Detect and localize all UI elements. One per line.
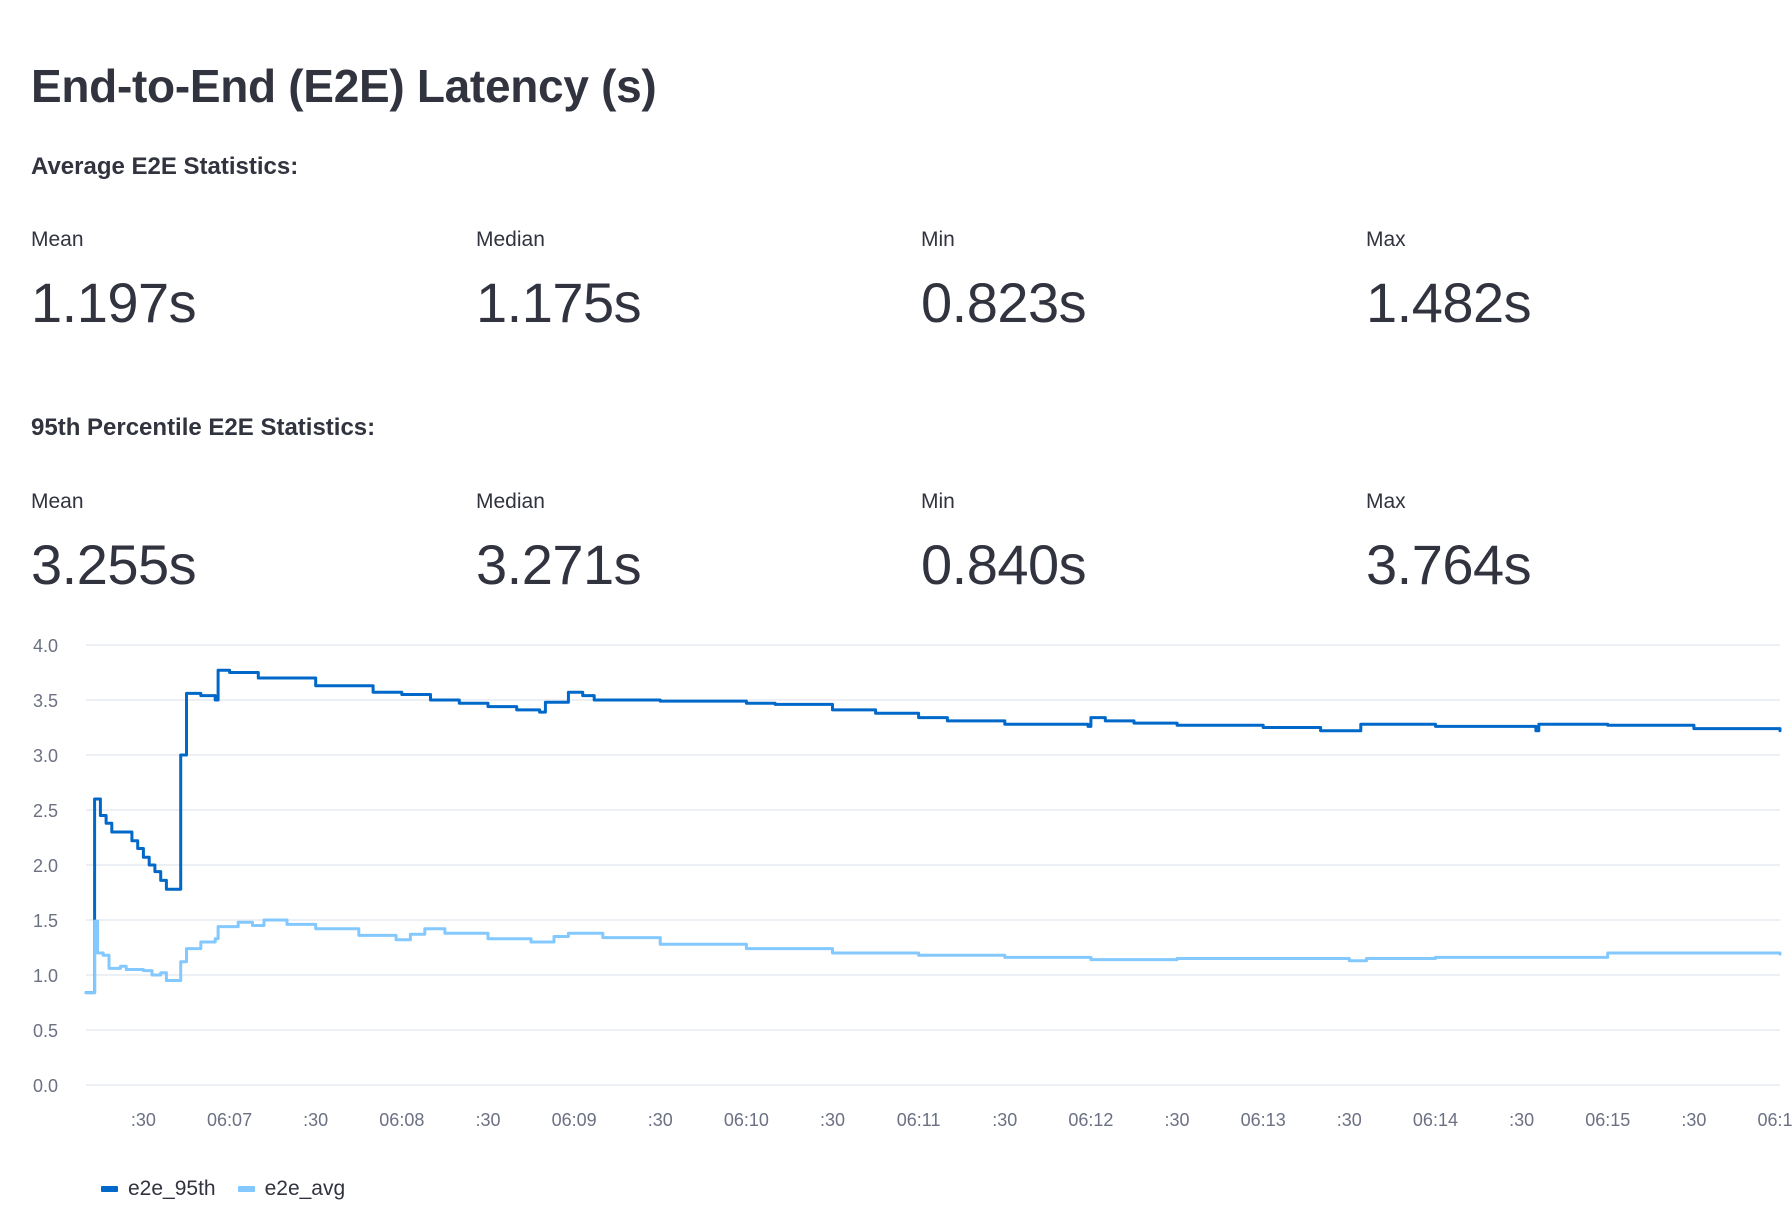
y-tick-label: 1.0 xyxy=(33,966,58,986)
legend-label: e2e_95th xyxy=(128,1177,216,1200)
y-tick-label: 1.5 xyxy=(33,911,58,931)
series-line-e2e-avg xyxy=(84,918,1782,995)
x-tick-label: 06:13 xyxy=(1241,1110,1286,1130)
legend-swatch-icon xyxy=(237,1186,255,1192)
metric-value: 1.175s xyxy=(476,271,642,334)
x-tick-label: :30 xyxy=(1337,1110,1362,1130)
metric-label: Median xyxy=(476,228,545,251)
x-tick-label: 06:07 xyxy=(207,1110,252,1130)
p95-mean-metric: Mean 3.255s xyxy=(31,488,431,598)
x-tick-label: :30 xyxy=(475,1110,500,1130)
legend-label: e2e_avg xyxy=(264,1177,346,1200)
y-tick-label: 0.5 xyxy=(33,1021,58,1041)
legend-item-e2e-95th[interactable]: e2e_95th xyxy=(101,1177,216,1201)
p95-min-metric: Min 0.840s xyxy=(921,488,1321,598)
metric-value: 1.197s xyxy=(31,271,197,334)
avg-median-metric: Median 1.175s xyxy=(476,226,876,336)
metric-value: 3.764s xyxy=(1366,533,1532,596)
legend-item-e2e-avg[interactable]: e2e_avg xyxy=(237,1177,346,1201)
metric-label: Min xyxy=(921,228,955,251)
legend-swatch-icon xyxy=(101,1186,118,1192)
y-tick-label: 4.0 xyxy=(33,636,58,656)
x-tick-label: 06:08 xyxy=(379,1110,424,1130)
x-tick-label: 06:14 xyxy=(1413,1110,1458,1130)
y-tick-label: 3.5 xyxy=(33,691,58,711)
page-title: End-to-End (E2E) Latency (s) xyxy=(31,60,657,112)
latency-line-chart[interactable]: 0.0 0.5 1.0 1.5 2.0 2.5 3.0 3.5 4.0 :30 06:07 :30 06… xyxy=(0,620,1792,1140)
p95-max-metric: Max 3.764s xyxy=(1366,488,1766,598)
metric-label: Max xyxy=(1366,228,1406,251)
metric-label: Min xyxy=(921,490,955,513)
metric-label: Max xyxy=(1366,490,1406,513)
x-tick-label: 06:10 xyxy=(724,1110,769,1130)
x-tick-label: :30 xyxy=(1681,1110,1706,1130)
metric-label: Median xyxy=(476,490,545,513)
x-tick-label: 06:15 xyxy=(1585,1110,1630,1130)
metric-value: 1.482s xyxy=(1366,271,1532,334)
avg-max-metric: Max 1.482s xyxy=(1366,226,1766,336)
x-tick-label: :30 xyxy=(1165,1110,1190,1130)
metric-value: 3.271s xyxy=(476,533,642,596)
x-tick-label: :30 xyxy=(820,1110,845,1130)
x-tick-label: :30 xyxy=(303,1110,328,1130)
x-tick-label: :30 xyxy=(131,1110,156,1130)
avg-mean-metric: Mean 1.197s xyxy=(31,226,431,336)
y-tick-label: 2.0 xyxy=(33,856,58,876)
series-line-e2e-95th xyxy=(84,668,1782,995)
x-tick-label: 06:12 xyxy=(1068,1110,1113,1130)
chart-legend[interactable]: e2e_95th e2e_avg xyxy=(101,1177,367,1201)
x-tick-label: 06:09 xyxy=(552,1110,597,1130)
metric-value: 3.255s xyxy=(31,533,197,596)
y-tick-label: 3.0 xyxy=(33,746,58,766)
metric-value: 0.840s xyxy=(921,533,1087,596)
x-tick-label: :30 xyxy=(1509,1110,1534,1130)
x-tick-label: 06:16 xyxy=(1757,1110,1792,1130)
metric-value: 0.823s xyxy=(921,271,1087,334)
avg-min-metric: Min 0.823s xyxy=(921,226,1321,336)
y-tick-label: 0.0 xyxy=(33,1076,58,1096)
y-tick-label: 2.5 xyxy=(33,801,58,821)
metric-label: Mean xyxy=(31,228,84,251)
x-tick-label: :30 xyxy=(648,1110,673,1130)
p95-section-title: 95th Percentile E2E Statistics: xyxy=(31,414,376,441)
avg-section-title: Average E2E Statistics: xyxy=(31,153,299,180)
x-tick-label: :30 xyxy=(992,1110,1017,1130)
p95-median-metric: Median 3.271s xyxy=(476,488,876,598)
metric-label: Mean xyxy=(31,490,84,513)
x-tick-label: 06:11 xyxy=(897,1110,941,1130)
